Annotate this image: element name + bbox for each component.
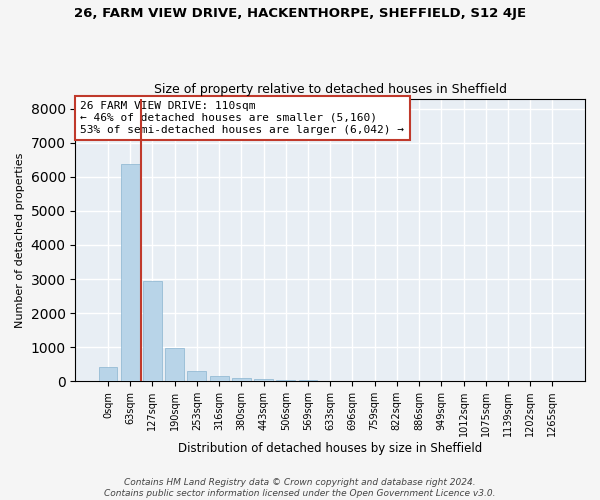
- Bar: [277, 380, 295, 381]
- Bar: [165, 348, 184, 381]
- Bar: [254, 379, 273, 381]
- Text: 26, FARM VIEW DRIVE, HACKENTHORPE, SHEFFIELD, S12 4JE: 26, FARM VIEW DRIVE, HACKENTHORPE, SHEFF…: [74, 8, 526, 20]
- Bar: [343, 380, 362, 381]
- Bar: [98, 366, 118, 381]
- Text: 26 FARM VIEW DRIVE: 110sqm
← 46% of detached houses are smaller (5,160)
53% of s: 26 FARM VIEW DRIVE: 110sqm ← 46% of deta…: [80, 102, 404, 134]
- Bar: [299, 380, 317, 381]
- Y-axis label: Number of detached properties: Number of detached properties: [15, 152, 25, 328]
- Bar: [121, 164, 140, 381]
- Bar: [209, 376, 229, 381]
- Bar: [187, 370, 206, 381]
- Bar: [232, 378, 251, 381]
- Bar: [321, 380, 340, 381]
- X-axis label: Distribution of detached houses by size in Sheffield: Distribution of detached houses by size …: [178, 442, 482, 455]
- Title: Size of property relative to detached houses in Sheffield: Size of property relative to detached ho…: [154, 83, 507, 96]
- Bar: [143, 281, 162, 381]
- Text: Contains HM Land Registry data © Crown copyright and database right 2024.
Contai: Contains HM Land Registry data © Crown c…: [104, 478, 496, 498]
